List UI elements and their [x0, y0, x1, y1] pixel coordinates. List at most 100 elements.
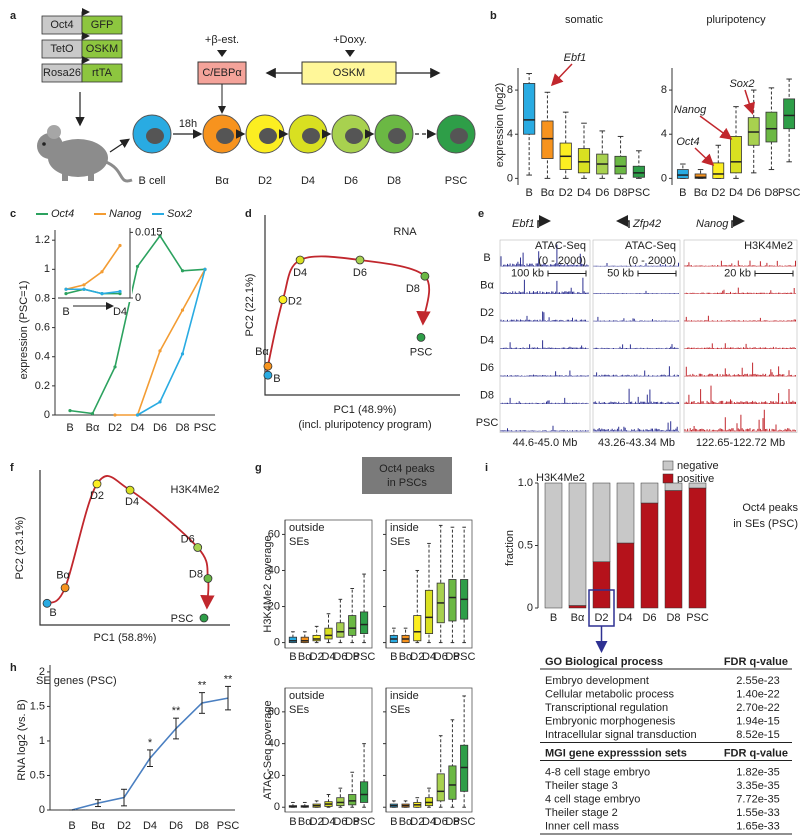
- table-cell: 4 cell stage embryo: [545, 793, 640, 805]
- table-cell: Inner cell mass: [545, 820, 619, 832]
- box: [300, 636, 309, 643]
- x-tick-label: PSC: [217, 820, 240, 832]
- x-tick-label: D6: [434, 651, 448, 663]
- y-tick-label: 0: [274, 636, 280, 648]
- chart-title: RNA: [393, 226, 417, 238]
- annotation: Sox2: [729, 78, 754, 90]
- region-label: 44.6-45.0 Mb: [513, 437, 578, 449]
- table-header: MGI gene expresssion sets: [545, 747, 687, 759]
- assay-label: ATAC-Seq: [535, 240, 586, 252]
- x-tick-label: D8: [445, 651, 459, 663]
- x-tick-label: Bα: [91, 820, 105, 832]
- nucleus: [388, 128, 406, 144]
- construct-label: OSKM: [86, 43, 118, 55]
- track-signal: [684, 385, 796, 404]
- significance: **: [198, 680, 207, 692]
- x-tick-label: D2: [594, 612, 608, 624]
- x-tick-label: D4: [422, 651, 436, 663]
- bar-segment: [568, 482, 587, 606]
- point: [118, 243, 122, 248]
- point: [118, 292, 122, 296]
- y-tick-label: 0.5: [518, 539, 533, 551]
- box: [336, 797, 345, 807]
- point-label: D2: [90, 490, 104, 502]
- box: [312, 634, 321, 642]
- box: [577, 148, 591, 174]
- chart-title: SE genes (PSC): [36, 675, 117, 687]
- y-tick-label: 60: [268, 528, 280, 540]
- point: [135, 413, 140, 417]
- point-label: Bα: [255, 346, 269, 358]
- track-signal: [500, 425, 589, 432]
- range-label: (0 - 2000): [628, 255, 676, 267]
- table-cell: 3.35e-35: [736, 780, 779, 792]
- x-tick-label: D4: [143, 820, 157, 832]
- annotation: Oct4 peaks: [742, 502, 798, 514]
- significance: **: [224, 673, 233, 685]
- table-cell: 4-8 cell stage embryo: [545, 766, 650, 778]
- x-tick-label: D6: [595, 187, 609, 199]
- treatment-marker: [217, 50, 227, 57]
- bar-segment: [568, 605, 587, 609]
- table-cell: Embryonic morphogenesis: [545, 715, 676, 727]
- chart-title: SEs: [289, 704, 310, 716]
- chart-title: somatic: [565, 14, 603, 26]
- inset-line: [66, 288, 121, 295]
- point: [263, 370, 273, 380]
- promoter-arrow: [81, 56, 90, 64]
- x-tick-label: PSC: [686, 612, 709, 624]
- x-tick-label: D2: [117, 820, 131, 832]
- row-label: Bα: [480, 279, 494, 291]
- nucleus: [146, 128, 164, 144]
- mouse-icon: [37, 125, 133, 183]
- construct-gene: [81, 63, 123, 83]
- panel-letter: d: [245, 208, 252, 220]
- table-cell: 1.40e-22: [736, 688, 779, 700]
- point: [203, 267, 207, 271]
- x-tick-label: D2: [410, 651, 424, 663]
- x-tick-label: Bα: [298, 651, 312, 663]
- x-tick-label: PSC: [194, 422, 217, 434]
- x-tick-label: D8: [345, 651, 359, 663]
- x-tick-label: D4: [618, 612, 632, 624]
- panel-letter: b: [490, 10, 497, 22]
- table-cell: 8.52e-15: [736, 729, 779, 741]
- row-label: D6: [480, 362, 494, 374]
- stage-label: Bα: [215, 175, 229, 187]
- x-tick-label: D8: [445, 816, 459, 828]
- x-tick-label: D2: [310, 651, 324, 663]
- x-tick-label: B: [289, 651, 296, 663]
- x-tick-label: D2: [410, 816, 424, 828]
- track-signal: [684, 287, 796, 294]
- track-signal: [593, 344, 679, 349]
- track-signal: [500, 340, 589, 349]
- significance: **: [172, 705, 181, 717]
- treatment-label: +β-est.: [205, 34, 239, 46]
- box: [359, 611, 369, 634]
- bar-segment: [640, 482, 659, 504]
- panel-letter: g: [255, 462, 262, 474]
- legend-swatch: [662, 460, 674, 471]
- track-signal: [500, 244, 589, 267]
- track-frame: [499, 239, 591, 433]
- box: [523, 83, 536, 135]
- row-label: D2: [480, 307, 494, 319]
- track-signal: [500, 277, 589, 294]
- legend-swatch: [662, 473, 674, 484]
- box: [448, 579, 457, 622]
- x-tick-label: D8: [764, 187, 778, 199]
- track-signal: [500, 311, 589, 322]
- inset-x-label: B: [62, 306, 69, 318]
- table-cell: 1.65e-33: [736, 820, 779, 832]
- table-cell: Theiler stage 2: [545, 807, 618, 819]
- point: [42, 598, 52, 608]
- box: [694, 173, 707, 179]
- trajectory: [265, 255, 431, 376]
- panel-letter: i: [485, 462, 488, 474]
- annotation-arrow: [699, 115, 733, 140]
- construct-gene: [81, 15, 123, 35]
- track-signal: [684, 409, 796, 432]
- track-signal: [593, 316, 679, 322]
- y-axis-label: fraction: [504, 530, 516, 566]
- point-label: D8: [189, 568, 203, 580]
